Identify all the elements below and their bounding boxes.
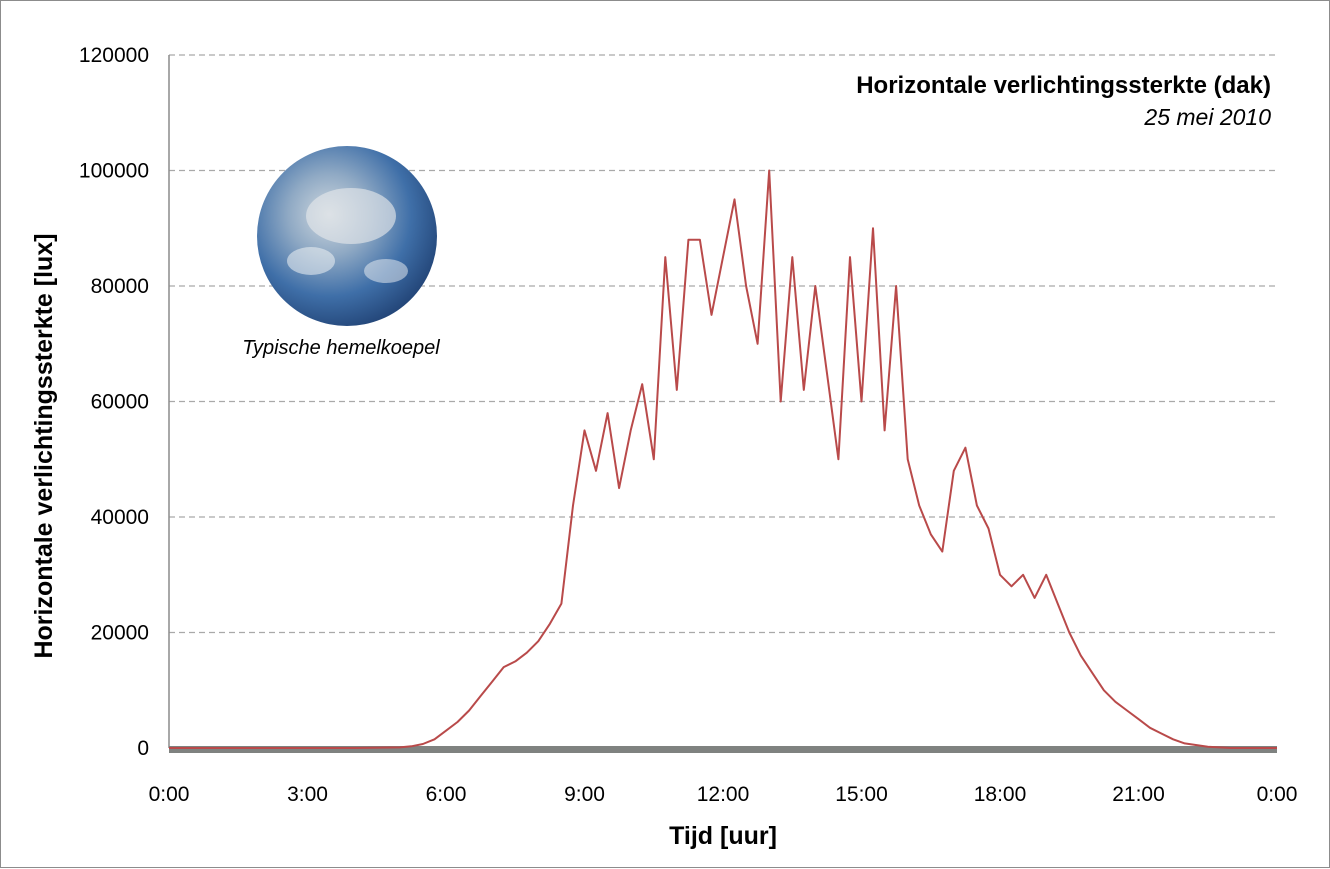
x-tick-label: 12:00 [697, 783, 750, 806]
y-tick-labels: 0 20000 40000 60000 80000 100000 120000 [79, 44, 149, 760]
x-tick-label: 0:00 [1257, 783, 1298, 806]
sky-dome-cloud [287, 247, 335, 275]
x-tick-label: 15:00 [835, 783, 888, 806]
y-tick-label: 120000 [79, 44, 149, 67]
y-tick-label: 100000 [79, 160, 149, 183]
y-tick-label: 20000 [91, 622, 149, 645]
x-tick-label: 9:00 [564, 783, 605, 806]
y-tick-label: 0 [137, 737, 149, 760]
inset-caption: Typische hemelkoepel [242, 337, 440, 359]
x-tick-label: 6:00 [426, 783, 467, 806]
sky-dome-cloud [306, 188, 396, 244]
plot-area [169, 169, 1277, 753]
chart-subtitle: 25 mei 2010 [1143, 104, 1271, 130]
y-axis-title: Horizontale verlichtingssterkte [lux] [30, 233, 58, 658]
y-tick-label: 80000 [91, 275, 149, 298]
y-tick-label: 60000 [91, 391, 149, 414]
x-tick-label: 18:00 [974, 783, 1027, 806]
sky-dome-cloud [364, 259, 408, 283]
x-tick-label: 0:00 [149, 783, 190, 806]
x-tick-labels: 0:00 3:00 6:00 9:00 12:00 15:00 18:00 21:00 0:00 [149, 783, 1298, 806]
illuminance-line [169, 169, 1277, 749]
chart-title: Horizontale verlichtingssterkte (dak) [856, 72, 1271, 99]
x-axis-line [169, 746, 1277, 753]
y-tick-label: 40000 [91, 506, 149, 529]
x-tick-label: 3:00 [287, 783, 328, 806]
x-tick-label: 21:00 [1112, 783, 1165, 806]
x-axis-title: Tijd [uur] [669, 822, 777, 850]
sky-dome-inset: Typische hemelkoepel [242, 146, 440, 359]
